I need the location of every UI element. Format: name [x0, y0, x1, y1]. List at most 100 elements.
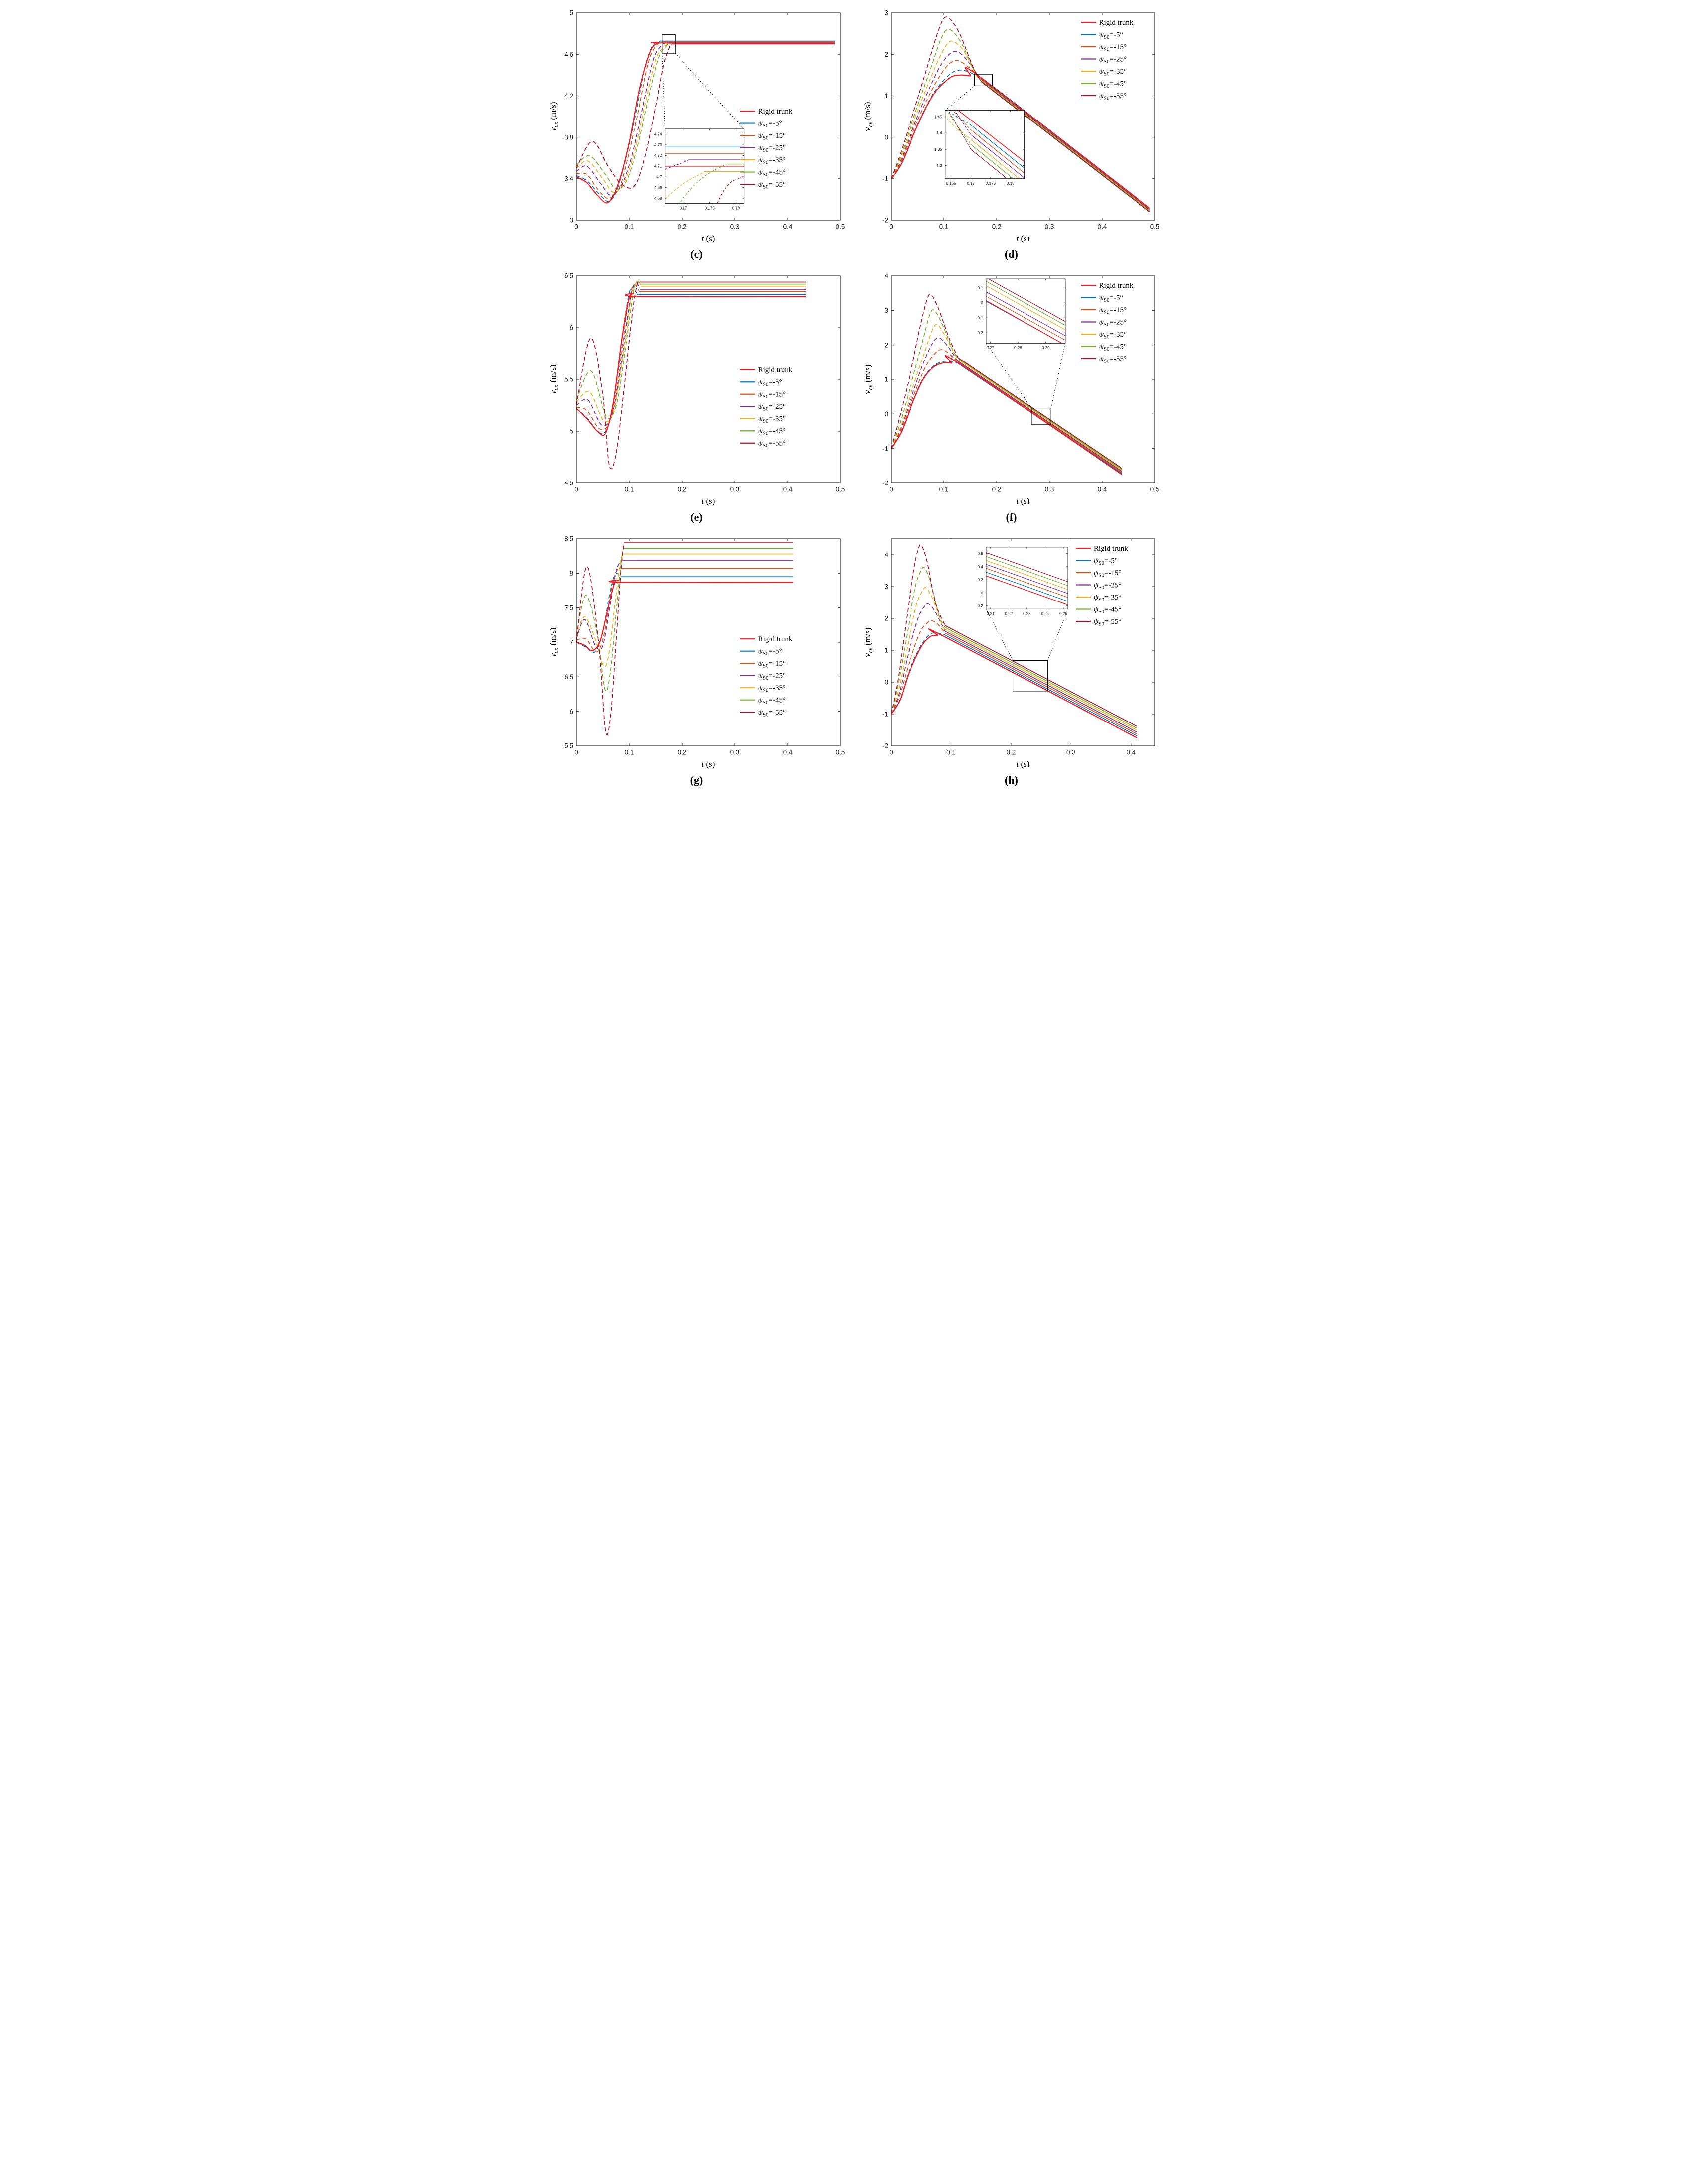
axes: 0 0.1 0.2 0.3 0.4 0.5 4.5 5 5.5 6 6.5	[564, 272, 845, 493]
legend-item-psi55: ψS0=-55°	[740, 709, 786, 718]
legend-item-rigid: Rigid trunk	[740, 635, 792, 643]
zoom-connector-line	[675, 53, 744, 129]
zoom-source-box	[1030, 407, 1051, 425]
y-tick-label: -0.2	[976, 331, 983, 335]
y-tick-label: 5.5	[564, 742, 573, 750]
zoom-source-box	[974, 74, 993, 86]
zoom-connector-line	[1050, 343, 1065, 408]
y-tick-label: 4	[884, 272, 888, 280]
y-tick-label: 1	[884, 376, 888, 383]
caption-f: (f)	[1006, 511, 1017, 523]
legend-label: Rigid trunk	[1099, 19, 1133, 27]
series-psi55-dashed	[891, 294, 958, 449]
y-tick-label: 2	[884, 615, 888, 622]
series-psi25-dashed	[891, 603, 945, 715]
zoom-inset: 0.21 0.22 0.23 0.24 0.25 -0.2 0 0.2 0.4 0.6	[976, 547, 1068, 616]
chart-svg-e: 0 0.1 0.2 0.3 0.4 0.5 4.5 5 5.5 6 6.5 t (s) vcx (m/s…	[548, 272, 845, 506]
x-tick-label: 0.2	[677, 749, 686, 756]
x-axis-label: t (s)	[701, 234, 715, 243]
legend-item-psi15: ψS0=-15°	[740, 660, 786, 669]
legend-item-psi5: ψS0=-5°	[740, 648, 782, 657]
x-tick-label: 0	[889, 486, 893, 493]
legend-item-psi35: ψS0=-35°	[1081, 68, 1127, 77]
y-tick-label: 5.5	[564, 376, 573, 383]
x-axis-label: t (s)	[701, 759, 715, 769]
zoom-connector-line	[992, 86, 1025, 111]
legend-item-psi35: ψS0=-35°	[1075, 594, 1121, 602]
series-psi15-dashed	[891, 60, 981, 179]
x-axis-label: t (s)	[701, 496, 715, 506]
y-tick-label: 1.45	[934, 115, 942, 119]
series-psi15-solid	[986, 296, 1065, 341]
zoom-connector-line	[1047, 609, 1068, 661]
series-rigid-solid	[891, 628, 1137, 738]
x-tick-label: 0.29	[1041, 346, 1049, 350]
y-tick-label: 7.5	[564, 604, 573, 611]
legend-item-psi45: ψS0=-45°	[1081, 80, 1127, 89]
y-tick-label: 4.71	[654, 164, 662, 169]
y-tick-label: 0	[981, 301, 983, 305]
panel-g: 0 0.1 0.2 0.3 0.4 0.5 5.5 6 6.5 7 7.5 8 8.5 t (s) vcx …	[545, 532, 849, 792]
y-tick-label: 1.4	[936, 131, 942, 135]
x-tick-label: 0	[574, 223, 578, 231]
series-psi35-solid	[986, 560, 1068, 590]
series-rigid-solid	[576, 292, 806, 436]
x-axis-label: t (s)	[1016, 234, 1029, 243]
x-tick-label: 0.4	[1097, 223, 1107, 231]
legend-item-psi25: ψS0=-25°	[740, 672, 786, 682]
y-tick-label: 7	[569, 639, 573, 646]
y-tick-label: 4.73	[654, 143, 662, 147]
y-tick-label: 1	[884, 92, 888, 100]
legend-item-psi55: ψS0=-55°	[1081, 92, 1127, 101]
x-tick-label: 0	[889, 223, 893, 231]
y-tick-label: 5	[569, 9, 573, 17]
legend-label: Rigid trunk	[758, 635, 792, 643]
x-tick-label: 0.4	[783, 486, 792, 493]
y-tick-label: 0	[884, 679, 888, 686]
legend-item-psi5: ψS0=-5°	[740, 120, 782, 129]
legend-label: ψS0=-25°	[758, 144, 785, 154]
panel-c: 0 0.1 0.2 0.3 0.4 0.5 3 3.4 3.8 4.2 4.6 5 t (s) vcx (…	[545, 6, 849, 266]
panel-grid: 0 0.1 0.2 0.3 0.4 0.5 3 3.4 3.8 4.2 4.6 5 t (s) vcx (…	[542, 6, 1167, 792]
x-tick-label: 0.5	[835, 223, 845, 231]
series-rigid-solid	[986, 575, 1068, 605]
legend-item-psi15: ψS0=-15°	[1081, 43, 1127, 52]
legend-label: ψS0=-35°	[758, 415, 785, 425]
legend-item-psi45: ψS0=-45°	[740, 697, 786, 706]
caption-d: (d)	[1005, 248, 1018, 260]
legend-label: ψS0=-25°	[758, 672, 785, 682]
legend-item-psi25: ψS0=-25°	[740, 144, 786, 154]
zoom-connector-line	[985, 343, 1031, 408]
svg-text:vcy (m/s): vcy (m/s)	[863, 627, 874, 657]
series-psi15-dashed	[891, 620, 945, 715]
zoom-inset: 0.165 0.17 0.175 0.18 1.3 1.35 1.4 1.45	[934, 110, 1025, 186]
legend-item-psi55: ψS0=-55°	[740, 440, 786, 449]
zoom-inset: 0.27 0.28 0.29 -0.2 -0.1 0 0.1	[976, 278, 1065, 350]
legend-item-psi15: ψS0=-15°	[1081, 306, 1127, 315]
series-group	[986, 552, 1068, 605]
series-group	[576, 542, 793, 735]
y-tick-label: 4.68	[654, 196, 662, 201]
series-psi35-solid	[986, 285, 1065, 330]
chart-h: 0 0.1 0.2 0.3 0.4 -2 -1 0 1 2 3 4 t (s) vcy (m/s) 0.21…	[859, 532, 1164, 774]
series-psi35-dashed	[891, 40, 981, 179]
series-psi35-solid	[944, 628, 1137, 731]
legend-item-psi5: ψS0=-5°	[740, 378, 782, 388]
figure-page: 0 0.1 0.2 0.3 0.4 0.5 3 3.4 3.8 4.2 4.6 5 t (s) vcx (…	[541, 0, 1167, 802]
caption-h: (h)	[1005, 774, 1018, 786]
x-tick-label: 0.21	[987, 611, 995, 616]
y-tick-label: -2	[882, 217, 888, 224]
x-tick-label: 0.1	[624, 749, 634, 756]
y-tick-label: 2	[884, 341, 888, 349]
series-psi25-dashed	[576, 560, 622, 651]
x-tick-label: 0.1	[946, 749, 956, 756]
y-tick-label: 4.2	[564, 92, 573, 100]
legend-item-psi25: ψS0=-25°	[1081, 55, 1127, 65]
caption-g: (g)	[690, 774, 703, 786]
legend-label: ψS0=-35°	[1099, 331, 1126, 340]
zoom-source-box	[661, 34, 676, 54]
y-tick-label: -1	[882, 175, 888, 183]
svg-text:vcx (m/s): vcx (m/s)	[548, 102, 559, 131]
y-tick-label: 0	[884, 410, 888, 418]
x-tick-label: 0.1	[624, 223, 634, 231]
